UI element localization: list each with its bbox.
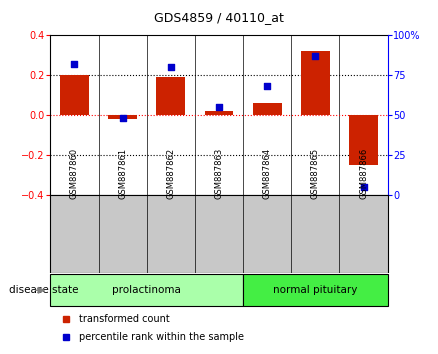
- Bar: [301, 51, 330, 115]
- Point: [215, 104, 223, 110]
- Text: GSM887865: GSM887865: [311, 148, 320, 199]
- Point: [71, 61, 78, 67]
- Bar: [349, 115, 378, 165]
- Text: GSM887863: GSM887863: [215, 147, 223, 199]
- Text: percentile rank within the sample: percentile rank within the sample: [79, 332, 244, 342]
- Text: GDS4859 / 40110_at: GDS4859 / 40110_at: [154, 11, 284, 24]
- Text: transformed count: transformed count: [79, 314, 170, 324]
- Bar: [108, 115, 137, 119]
- Point: [360, 184, 367, 190]
- Bar: [60, 75, 89, 115]
- FancyBboxPatch shape: [243, 274, 388, 306]
- Text: prolactinoma: prolactinoma: [112, 285, 181, 295]
- Text: GSM887864: GSM887864: [263, 148, 272, 199]
- Point: [264, 84, 271, 89]
- Bar: [205, 111, 233, 115]
- Point: [119, 115, 126, 121]
- Text: GSM887862: GSM887862: [166, 148, 175, 199]
- Point: [167, 64, 174, 70]
- Point: [312, 53, 319, 59]
- Text: normal pituitary: normal pituitary: [273, 285, 357, 295]
- Text: GSM887866: GSM887866: [359, 147, 368, 199]
- Text: GSM887860: GSM887860: [70, 148, 79, 199]
- Text: GSM887861: GSM887861: [118, 148, 127, 199]
- Bar: [253, 103, 282, 115]
- FancyBboxPatch shape: [50, 274, 243, 306]
- Bar: [156, 77, 185, 115]
- Text: disease state: disease state: [9, 285, 78, 295]
